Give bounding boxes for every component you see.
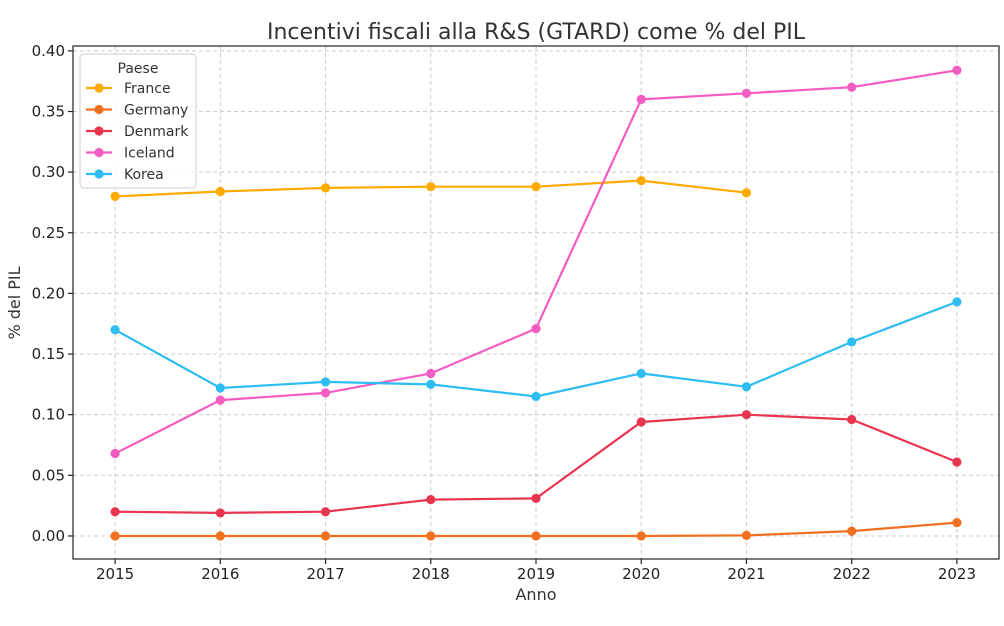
data-point-iceland (952, 65, 962, 75)
y-axis-label: % del PIL (5, 266, 24, 339)
data-point-korea (215, 383, 225, 393)
data-point-iceland (847, 82, 857, 92)
data-point-france (531, 182, 541, 192)
legend-marker-iceland (94, 147, 104, 158)
data-point-korea (426, 379, 436, 389)
y-tick-label: 0.00 (32, 527, 65, 545)
series-layer (110, 65, 962, 541)
legend: Paese France Germany Denmark Iceland Korea (79, 53, 197, 189)
data-point-germany (426, 531, 436, 541)
data-point-iceland (110, 448, 120, 459)
data-point-iceland (320, 388, 331, 398)
x-tick-label: 2015 (96, 565, 134, 583)
data-point-denmark (426, 494, 436, 505)
data-point-korea (636, 368, 646, 379)
x-tick-label: 2019 (517, 565, 555, 583)
legend-label-france: France (124, 81, 171, 97)
data-point-france (636, 176, 646, 186)
legend-title: Paese (118, 61, 159, 77)
gridlines (73, 46, 999, 559)
series-korea (110, 297, 962, 402)
x-tick-label: 2021 (727, 565, 765, 583)
data-point-denmark (320, 507, 331, 517)
data-point-korea (110, 325, 120, 335)
y-tick-label: 0.10 (32, 406, 65, 424)
legend-item-iceland: Iceland (86, 146, 175, 162)
x-tick-label: 2022 (833, 565, 871, 583)
y-tick-label: 0.30 (32, 163, 65, 181)
y-tick-label: 0.20 (32, 284, 65, 302)
data-point-france (110, 191, 120, 201)
data-point-germany (110, 531, 120, 541)
data-point-germany (320, 531, 331, 541)
data-point-denmark (531, 493, 541, 503)
data-point-france (215, 186, 225, 197)
data-point-france (426, 182, 436, 192)
legend-items: France Germany Denmark Iceland Korea (86, 81, 189, 183)
data-point-korea (741, 382, 752, 392)
x-tick-label: 2020 (622, 565, 660, 583)
x-axis-ticks: 2015 2016 2017 2018 2019 2020 2021 2022 2023 (96, 559, 976, 583)
data-point-iceland (531, 323, 541, 334)
data-point-iceland (215, 395, 225, 405)
x-tick-label: 2023 (938, 565, 976, 583)
series-iceland (110, 65, 962, 459)
data-point-germany (636, 531, 646, 541)
y-tick-label: 0.15 (32, 345, 65, 363)
data-point-korea (952, 297, 962, 307)
legend-label-iceland: Iceland (124, 146, 175, 162)
series-germany (110, 518, 962, 541)
y-tick-label: 0.35 (32, 102, 65, 120)
legend-item-germany: Germany (86, 103, 188, 119)
x-tick-label: 2017 (306, 565, 344, 583)
data-point-denmark (636, 417, 646, 427)
legend-item-france: France (86, 81, 171, 97)
data-point-korea (320, 377, 331, 387)
legend-label-korea: Korea (124, 167, 164, 183)
data-point-korea (847, 337, 857, 347)
data-point-iceland (426, 368, 436, 379)
legend-label-germany: Germany (124, 103, 188, 119)
data-point-denmark (741, 410, 752, 420)
chart-title: Incentivi fiscali alla R&S (GTARD) come … (267, 20, 806, 45)
legend-item-denmark: Denmark (86, 124, 189, 140)
data-point-denmark (952, 457, 962, 467)
data-point-iceland (636, 94, 646, 104)
y-tick-label: 0.05 (32, 466, 65, 484)
data-point-germany (531, 531, 541, 541)
series-denmark (110, 410, 962, 518)
legend-label-denmark: Denmark (124, 124, 189, 140)
data-point-korea (531, 391, 541, 402)
legend-marker-germany (94, 104, 104, 115)
data-point-denmark (215, 508, 225, 518)
data-point-denmark (847, 414, 857, 425)
data-point-france (741, 188, 752, 198)
legend-marker-korea (94, 169, 104, 179)
y-tick-label: 0.40 (32, 42, 65, 60)
series-france (110, 176, 752, 201)
legend-marker-france (94, 83, 104, 93)
data-point-iceland (741, 88, 752, 98)
x-tick-label: 2016 (201, 565, 239, 583)
y-axis-ticks: 0.00 0.05 0.10 0.15 0.20 0.25 0.30 0.35 0.40 (32, 42, 73, 545)
x-axis-label: Anno (515, 585, 556, 604)
data-point-germany (847, 526, 857, 536)
data-point-france (320, 183, 331, 193)
data-point-germany (215, 531, 225, 541)
x-tick-label: 2018 (412, 565, 450, 583)
data-point-denmark (110, 507, 120, 517)
y-tick-label: 0.25 (32, 224, 65, 242)
legend-item-korea: Korea (86, 167, 164, 183)
legend-marker-denmark (94, 126, 104, 136)
data-point-germany (952, 518, 962, 528)
data-point-germany (741, 530, 752, 540)
